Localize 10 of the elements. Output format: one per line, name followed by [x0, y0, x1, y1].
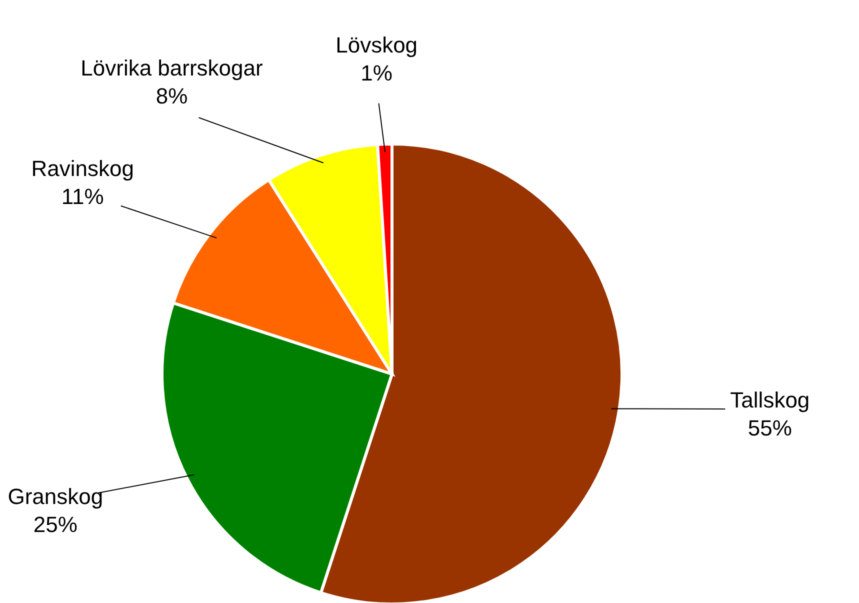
data-label: 55% [748, 416, 792, 441]
slice-label: Ravinskog [31, 156, 134, 182]
slice-label: Lövskog [336, 32, 418, 58]
slice-label: Lövrika barrskogar [80, 56, 263, 81]
data-label: 25% [33, 512, 78, 537]
data-label: 11% [61, 184, 104, 210]
data-label: 1% [360, 60, 392, 86]
slice-label: Tallskog [730, 388, 810, 413]
slice-label: Granskog [8, 484, 104, 509]
data-label: 8% [156, 84, 188, 109]
